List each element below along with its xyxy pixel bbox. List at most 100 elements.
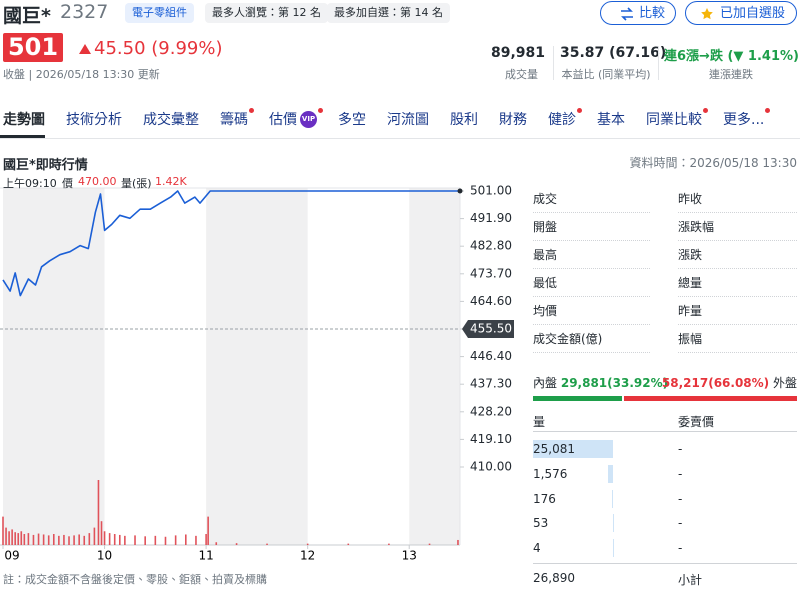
tab[interactable]: 同業比較 [646,108,708,130]
bid-volume-bar [612,539,614,558]
ask-total-label: 小計 [678,573,703,587]
tab-label: 股利 [450,112,478,128]
up-arrow [79,44,91,54]
tab[interactable]: 更多... [723,108,771,130]
vip-badge: VIP [300,110,317,128]
x-tick-label: 11 [198,549,213,563]
tab-label: 技術分析 [66,112,122,128]
chart-title: 國巨*即時行情 [3,158,88,173]
volume-bar [32,534,35,545]
tab-label: 走勢圖 [3,112,45,128]
tab-label: 河流圖 [387,112,429,128]
volume-bar [205,534,207,545]
ask-price: - [678,516,683,531]
stat-label: 最低 [533,276,558,290]
volume-bar [5,527,7,545]
volume-bar [63,534,65,545]
tab-label: 籌碼 [220,112,248,128]
volume-bar [14,532,16,545]
y-tick-label: 491.90 [470,211,512,225]
volume-bar [73,535,75,545]
volume-bar [42,534,45,545]
tab[interactable]: 河流圖 [387,108,429,130]
volume-bar [83,535,86,545]
last-point [457,188,463,194]
tab-label: 多空 [338,112,366,128]
tab[interactable]: 技術分析 [66,108,122,130]
compare-icon [621,7,633,21]
inner-label: 內盤 29,881(33.92%) [533,374,668,391]
row-divider [533,268,650,269]
volume-bar [118,534,121,545]
tab-label: 更多... [723,112,765,128]
volume-bar [58,535,60,545]
volume-bar [100,521,103,545]
stat-label: 成交 [533,192,558,206]
book-divider [533,563,797,564]
volume-bar [306,543,309,545]
volume-bar [11,529,13,545]
label: 內盤 [533,376,558,390]
stock-code: 2327 [60,1,109,23]
volume-bar [47,535,50,545]
volume-bar [428,543,431,545]
tab[interactable]: 財務 [499,108,527,130]
ask-price: - [678,541,683,556]
outer-volume: 58,217 [661,376,709,390]
last-price: 501 [3,33,63,62]
volume-bar [195,535,197,545]
volume-bar [52,534,55,545]
stat-label: 成交量 [505,68,538,81]
stat-label: 最高 [533,248,558,262]
outer-bar [623,396,797,401]
bid-volume: 53 [533,516,549,531]
stat-label: 成交金額(億) [533,332,603,346]
tab[interactable]: 多空 [338,108,366,130]
book-header: 量 [533,415,546,429]
volume-bar [154,535,157,545]
label: 外盤 [772,376,797,390]
inner-pct: (33.92%) [607,376,669,390]
compare-button[interactable]: 比較 [600,1,676,25]
volume-bar [266,543,268,545]
volume-bar [23,534,26,545]
price-line [2,190,460,297]
tab[interactable]: 估價 VIP [269,108,323,130]
stock-name: 國巨* [3,5,51,27]
tab-baseline [0,138,800,139]
outer-label: 58,217(66.08%) 外盤 [662,374,797,391]
volume-bar [27,533,30,545]
tab[interactable]: 籌碼 [220,108,254,130]
tab[interactable]: 成交彙整 [143,108,199,130]
volume-bar [235,543,238,545]
row-divider [678,240,797,241]
volume-bar [113,534,116,545]
bid-volume: 25,081 [533,442,575,456]
watchlist-button[interactable]: 已加自選股 [685,1,797,25]
volume-bar [388,543,390,545]
tab[interactable]: 股利 [450,108,478,130]
y-tick-label: 428.20 [470,404,512,418]
tab[interactable]: 走勢圖 [0,108,45,138]
book-divider [533,431,797,432]
bid-volume: 4 [533,541,541,556]
row-divider [533,352,650,353]
row-divider [678,324,797,325]
volume-bar [174,535,177,545]
volume-bar [185,534,187,545]
row-divider [678,352,797,353]
tab[interactable]: 健診 [548,108,582,130]
legend-value: 1.42K [155,175,187,188]
industry-tag[interactable]: 電子零組件 [125,3,194,23]
y-tick-label: 482.80 [470,239,512,253]
tab[interactable]: 基本 [597,108,625,130]
tab-label: 估價 [269,112,297,128]
volume-bar [347,543,350,545]
session-band [409,188,460,545]
ask-price: - [678,491,683,506]
volume-bar [457,539,459,545]
inner-volume: 29,881 [560,376,608,390]
reference-tag [462,320,514,338]
volume-bar [88,533,91,545]
